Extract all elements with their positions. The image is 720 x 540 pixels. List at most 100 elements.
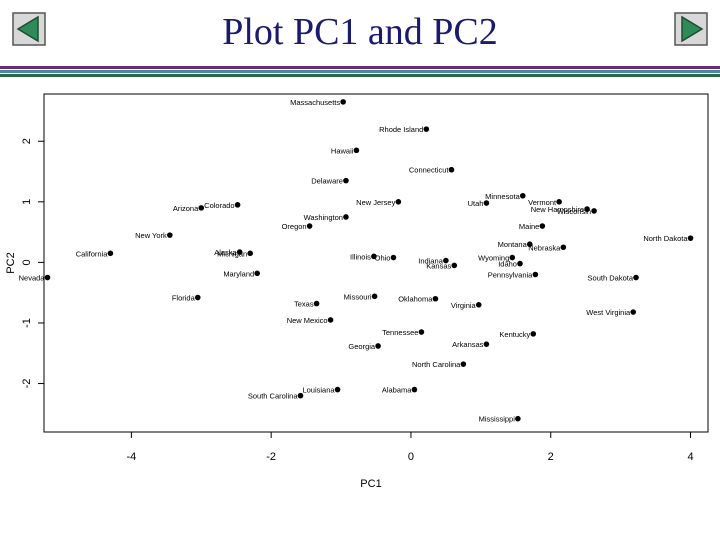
point-label: Kentucky: [499, 330, 530, 339]
data-point: [560, 244, 567, 251]
data-point: [234, 202, 241, 208]
point-label: Arkansas: [452, 340, 484, 349]
data-point: [509, 254, 516, 261]
data-point: [411, 386, 418, 393]
data-point: [44, 274, 51, 281]
data-point: [353, 147, 360, 154]
y-axis-label: PC2: [5, 252, 17, 273]
data-point: [432, 295, 439, 302]
data-point: [371, 253, 377, 260]
point-label: Mississippi: [479, 415, 516, 424]
y-tick-label: 2: [21, 138, 33, 144]
point-label: Colorado: [204, 201, 234, 210]
data-point: [343, 177, 349, 184]
point-label: South Carolina: [248, 392, 298, 401]
data-point: [107, 250, 114, 257]
data-point: [371, 293, 378, 300]
data-point: [418, 329, 425, 335]
point-label: Minnesota: [485, 192, 520, 201]
data-point: [448, 166, 455, 173]
point-label: Kansas: [426, 261, 451, 270]
point-label: West Virginia: [586, 308, 631, 317]
data-point: [687, 235, 694, 241]
point-label: Rhode Island: [379, 125, 423, 134]
data-point: [539, 223, 546, 229]
point-label: Alaska: [214, 248, 237, 257]
data-point: [532, 271, 539, 278]
y-tick-label: 1: [21, 199, 33, 205]
data-point: [297, 392, 304, 399]
plot-frame: [43, 93, 709, 433]
data-point: [519, 192, 526, 199]
data-point: [517, 260, 523, 267]
data-point: [630, 309, 637, 315]
point-label: Utah: [468, 199, 484, 208]
point-label: North Carolina: [412, 360, 461, 369]
point-label: Arizona: [173, 204, 199, 213]
point-label: Vermont: [528, 198, 557, 207]
x-tick-label: -4: [126, 451, 136, 463]
data-point: [395, 199, 402, 205]
data-point: [460, 361, 467, 367]
data-point: [633, 274, 639, 281]
title-rule-top: [0, 66, 720, 69]
data-point: [475, 301, 482, 308]
point-label: Connecticut: [409, 166, 450, 175]
data-point: [340, 99, 346, 105]
point-label: New Mexico: [287, 316, 328, 325]
point-label: Oregon: [282, 222, 307, 231]
data-point: [390, 254, 397, 261]
x-tick-label: 4: [687, 451, 693, 463]
data-point: [254, 270, 260, 277]
title-rule-middle: [0, 70, 720, 73]
point-label: Nevada: [19, 274, 46, 283]
data-point: [591, 208, 597, 214]
data-point: [343, 214, 349, 220]
x-tick-label: 0: [408, 451, 414, 463]
back-arrow-icon[interactable]: [12, 12, 46, 46]
point-label: South Dakota: [588, 274, 634, 283]
data-point: [334, 386, 341, 393]
point-label: Ohio: [375, 254, 391, 263]
axis-ticks: -4 -2 0 2 4 -2 -1 0 1 2: [21, 138, 694, 463]
point-label: Missouri: [344, 292, 372, 301]
data-point: [556, 199, 562, 205]
data-point: [451, 262, 458, 269]
data-point: [483, 200, 490, 206]
point-label: Nebraska: [528, 243, 561, 252]
data-point: [236, 249, 243, 255]
point-label: Washington: [304, 213, 343, 222]
point-label: Montana: [498, 240, 528, 249]
data-point: [306, 223, 313, 229]
page-title: Plot PC1 and PC2: [222, 11, 498, 53]
point-label: Florida: [172, 294, 196, 303]
data-point: [313, 300, 320, 307]
x-axis-label: PC1: [360, 478, 381, 490]
data-point: [327, 317, 334, 323]
point-label: Massachusetts: [290, 98, 340, 107]
data-point: [584, 206, 590, 212]
data-point: [443, 257, 449, 264]
point-label: Illinois: [350, 252, 371, 261]
point-label: Oklahoma: [398, 295, 433, 304]
data-point: [194, 294, 201, 301]
data-point: [375, 343, 381, 349]
point-label: New Jersey: [356, 198, 395, 207]
data-points: Massachusetts Rhode Island Hawaii Connectic…: [19, 98, 694, 424]
point-label: Virginia: [451, 301, 477, 310]
point-label: Maine: [519, 222, 539, 231]
point-label: Georgia: [348, 342, 376, 351]
point-label: Louisiana: [302, 386, 335, 395]
data-point: [247, 250, 253, 257]
point-label: Hawaii: [331, 146, 354, 155]
data-point: [423, 126, 430, 132]
point-label: Wyoming: [478, 254, 509, 263]
forward-arrow-icon[interactable]: [674, 12, 708, 46]
point-label: New York: [135, 231, 167, 240]
data-point: [198, 205, 205, 211]
title-rule-bottom: [0, 74, 720, 77]
y-tick-label: -1: [21, 318, 33, 328]
data-point: [483, 341, 490, 347]
x-tick-label: -2: [266, 451, 276, 463]
